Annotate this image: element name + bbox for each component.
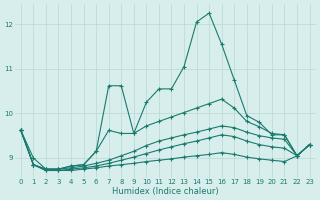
X-axis label: Humidex (Indice chaleur): Humidex (Indice chaleur) xyxy=(112,187,219,196)
